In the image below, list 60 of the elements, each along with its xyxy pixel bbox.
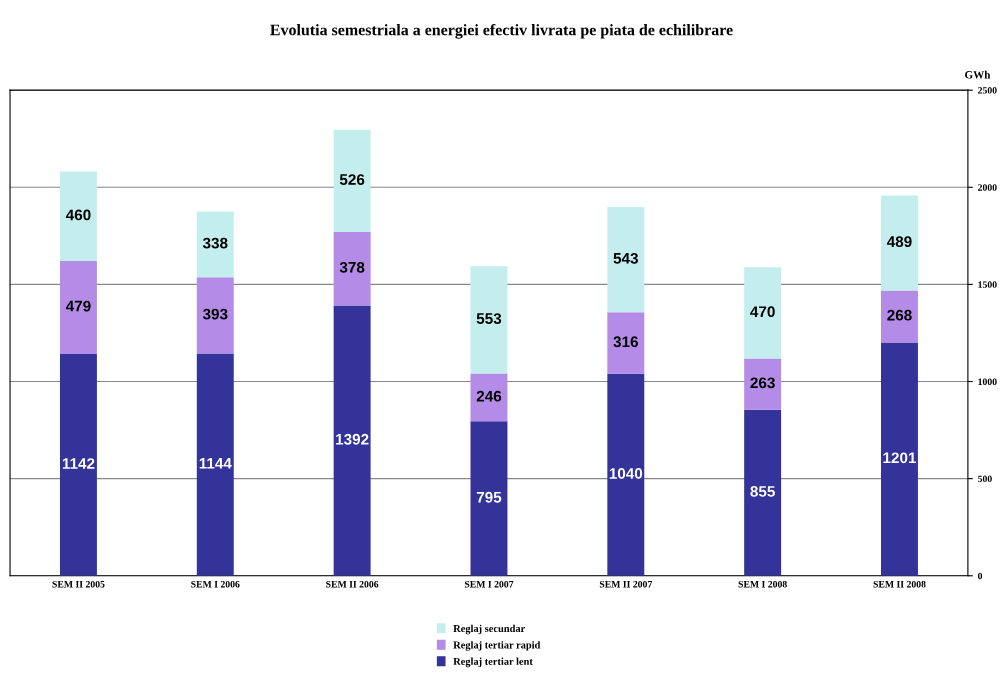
x-tick-label: SEM I 2007 — [464, 580, 514, 588]
bar — [881, 195, 918, 291]
bar — [196, 353, 234, 576]
bar — [607, 373, 645, 576]
legend-label: Reglaj tertiar rapid — [453, 641, 541, 651]
data-label: 268 — [887, 309, 912, 321]
data-label: 393 — [202, 308, 228, 320]
bar — [744, 358, 782, 410]
chart-title: Evolutia semestriala a energiei efectiv livrata pe piata de echilibrare — [270, 23, 733, 39]
data-label: 316 — [613, 336, 638, 348]
bar — [196, 277, 234, 354]
y-tick-label: 1500 — [978, 281, 997, 288]
bar — [881, 290, 918, 343]
bar — [881, 342, 918, 576]
bar — [59, 260, 97, 354]
bar — [470, 266, 508, 374]
data-label: 1040 — [609, 468, 643, 479]
data-label: 1144 — [199, 458, 232, 469]
data-label: 1142 — [62, 458, 95, 469]
bar — [470, 421, 508, 576]
data-label: 489 — [886, 236, 912, 248]
x-tick-label: SEM II 2005 — [52, 580, 105, 588]
x-tick-label: SEM II 2006 — [326, 580, 379, 588]
bar — [470, 373, 508, 422]
bar — [333, 305, 371, 576]
data-label: 553 — [476, 313, 502, 324]
bar — [607, 206, 645, 313]
x-tick-label: SEM II 2008 — [873, 580, 926, 588]
y-tick-label: 1000 — [978, 378, 997, 385]
data-label: 543 — [613, 252, 638, 264]
data-label: 263 — [750, 377, 775, 389]
data-label: 795 — [476, 491, 502, 503]
data-label: 1201 — [883, 452, 917, 464]
legend-label: Reglaj tertiar lent — [453, 657, 533, 668]
x-tick-label: SEM II 2007 — [599, 580, 653, 588]
y-axis-title: GWh — [965, 70, 991, 79]
data-label: 338 — [202, 237, 228, 249]
data-label: 470 — [750, 306, 775, 318]
y-tick-label: 500 — [978, 475, 992, 483]
bar — [196, 211, 234, 278]
bar — [333, 129, 371, 232]
bar — [333, 231, 371, 306]
data-label: 460 — [65, 209, 91, 221]
bar — [59, 353, 97, 576]
data-label: 855 — [750, 486, 775, 497]
x-tick-label: SEM I 2006 — [191, 580, 240, 588]
legend-label: Reglaj secundar — [453, 624, 526, 635]
data-label: 1392 — [336, 433, 369, 445]
bar — [744, 267, 782, 359]
y-tick-label: 2000 — [978, 184, 997, 191]
data-label: 479 — [65, 300, 91, 312]
y-tick-label: 0 — [977, 572, 983, 580]
data-label: 526 — [339, 174, 365, 185]
bar — [59, 171, 97, 261]
y-tick-label: 2500 — [978, 87, 997, 94]
bar — [744, 409, 782, 576]
x-tick-label: SEM I 2008 — [738, 580, 787, 588]
bar — [607, 312, 645, 374]
data-label: 378 — [339, 261, 365, 273]
data-label: 246 — [476, 390, 502, 402]
